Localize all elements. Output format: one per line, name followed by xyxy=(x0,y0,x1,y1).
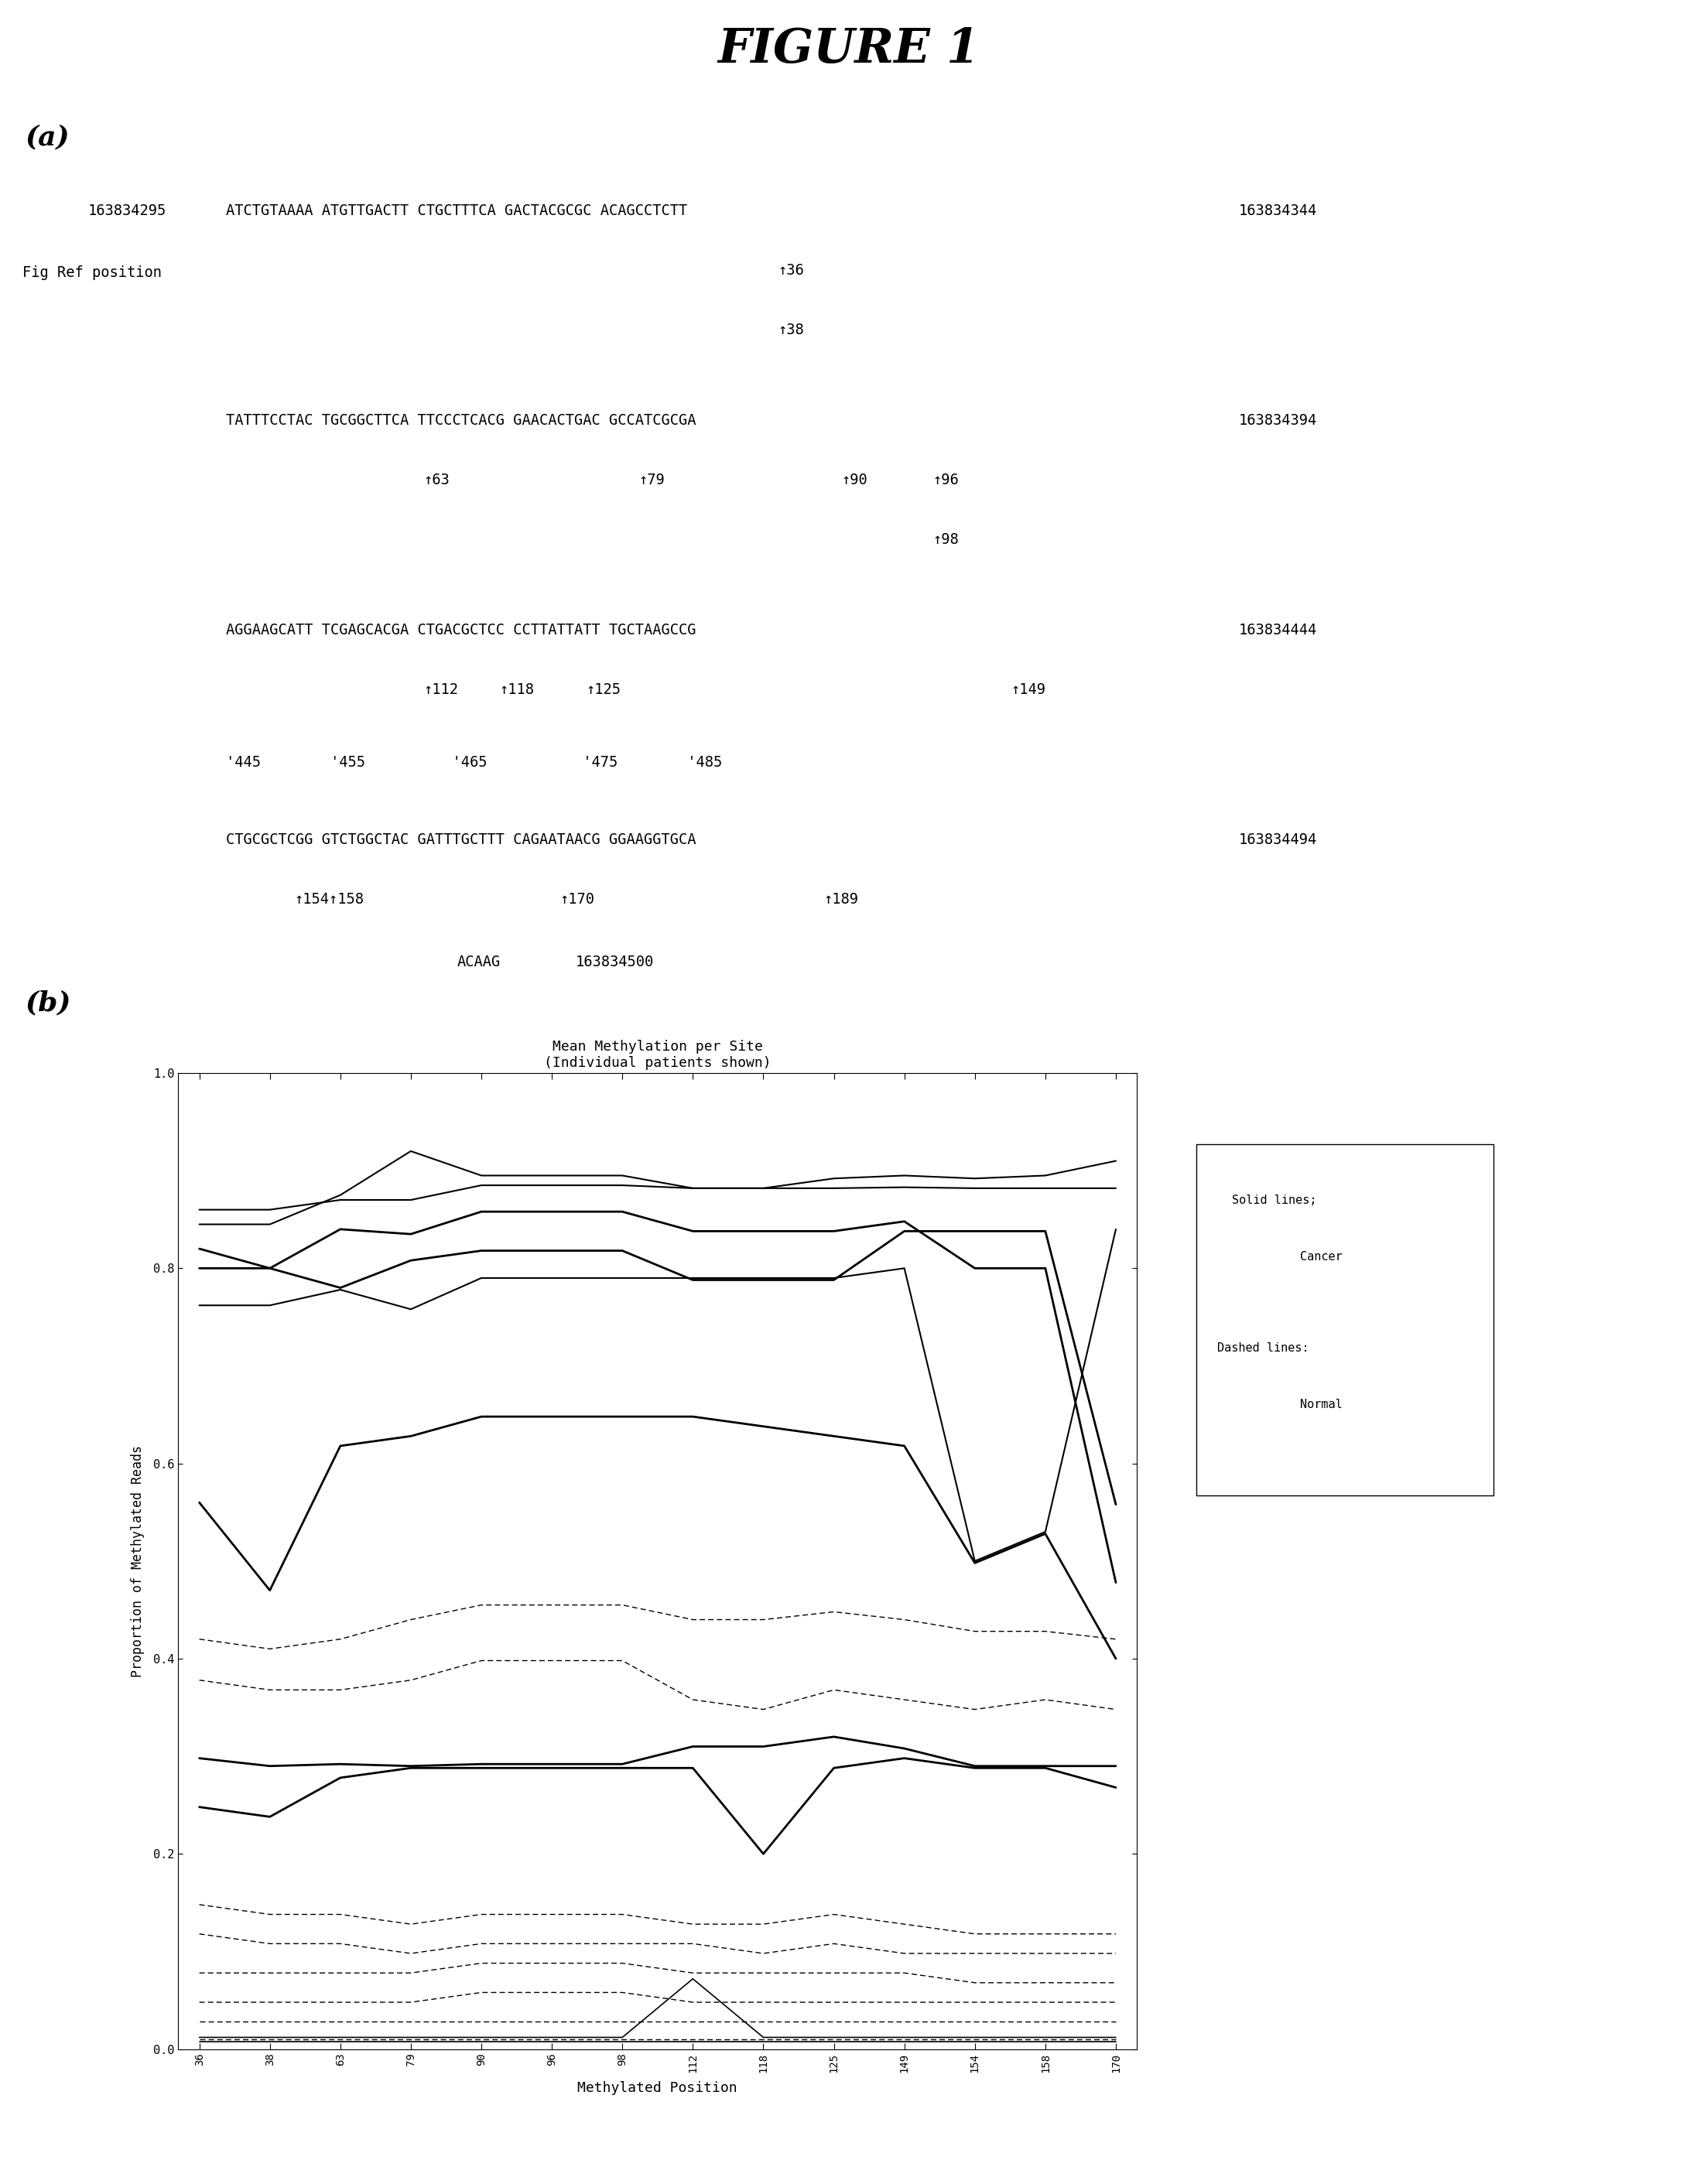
Text: Fig Ref position: Fig Ref position xyxy=(22,266,161,280)
Text: 163834344: 163834344 xyxy=(1239,203,1317,218)
Text: ↑96: ↑96 xyxy=(933,472,959,487)
Text: ↑98: ↑98 xyxy=(933,533,959,546)
Text: ↑63: ↑63 xyxy=(423,472,450,487)
Text: (a): (a) xyxy=(25,124,70,151)
Text: ↑154↑158: ↑154↑158 xyxy=(295,891,365,906)
Text: 163834494: 163834494 xyxy=(1239,832,1317,847)
Text: (b): (b) xyxy=(25,989,71,1016)
Text: TATTTCCTAC TGCGGCTTCA TTCCCTCACG GAACACTGAC GCCATCGCGA: TATTTCCTAC TGCGGCTTCA TTCCCTCACG GAACACT… xyxy=(226,413,696,428)
Text: ACAAG: ACAAG xyxy=(456,954,501,970)
Text: FIGURE 1: FIGURE 1 xyxy=(718,26,979,72)
Text: 163834295: 163834295 xyxy=(88,203,166,218)
Text: ↑38: ↑38 xyxy=(777,323,804,336)
Text: ATCTGTAAAA ATGTTGACTT CTGCTTTCA GACTACGCGC ACAGCCTCTT: ATCTGTAAAA ATGTTGACTT CTGCTTTCA GACTACGC… xyxy=(226,203,687,218)
Text: ↑79: ↑79 xyxy=(640,472,665,487)
Text: ↑90: ↑90 xyxy=(842,472,867,487)
Text: ↑170: ↑170 xyxy=(560,891,596,906)
Text: '445        '455          '465           '475        '485: '445 '455 '465 '475 '485 xyxy=(226,756,721,769)
Text: AGGAAGCATT TCGAGCACGA CTGACGCTCC CCTTATTATT TGCTAAGCCG: AGGAAGCATT TCGAGCACGA CTGACGCTCC CCTTATT… xyxy=(226,622,696,638)
Text: ↑112: ↑112 xyxy=(423,681,458,697)
Text: 163834394: 163834394 xyxy=(1239,413,1317,428)
Text: CTGCGCTCGG GTCTGGCTAC GATTTGCTTT CAGAATAACG GGAAGGTGCA: CTGCGCTCGG GTCTGGCTAC GATTTGCTTT CAGAATA… xyxy=(226,832,696,847)
Text: ↑118: ↑118 xyxy=(499,681,535,697)
Text: ↑149: ↑149 xyxy=(1011,681,1045,697)
Text: ↑125: ↑125 xyxy=(587,681,621,697)
Text: 163834444: 163834444 xyxy=(1239,622,1317,638)
Text: ↑36: ↑36 xyxy=(777,262,804,277)
Text: 163834500: 163834500 xyxy=(575,954,653,970)
Text: ↑189: ↑189 xyxy=(823,891,859,906)
